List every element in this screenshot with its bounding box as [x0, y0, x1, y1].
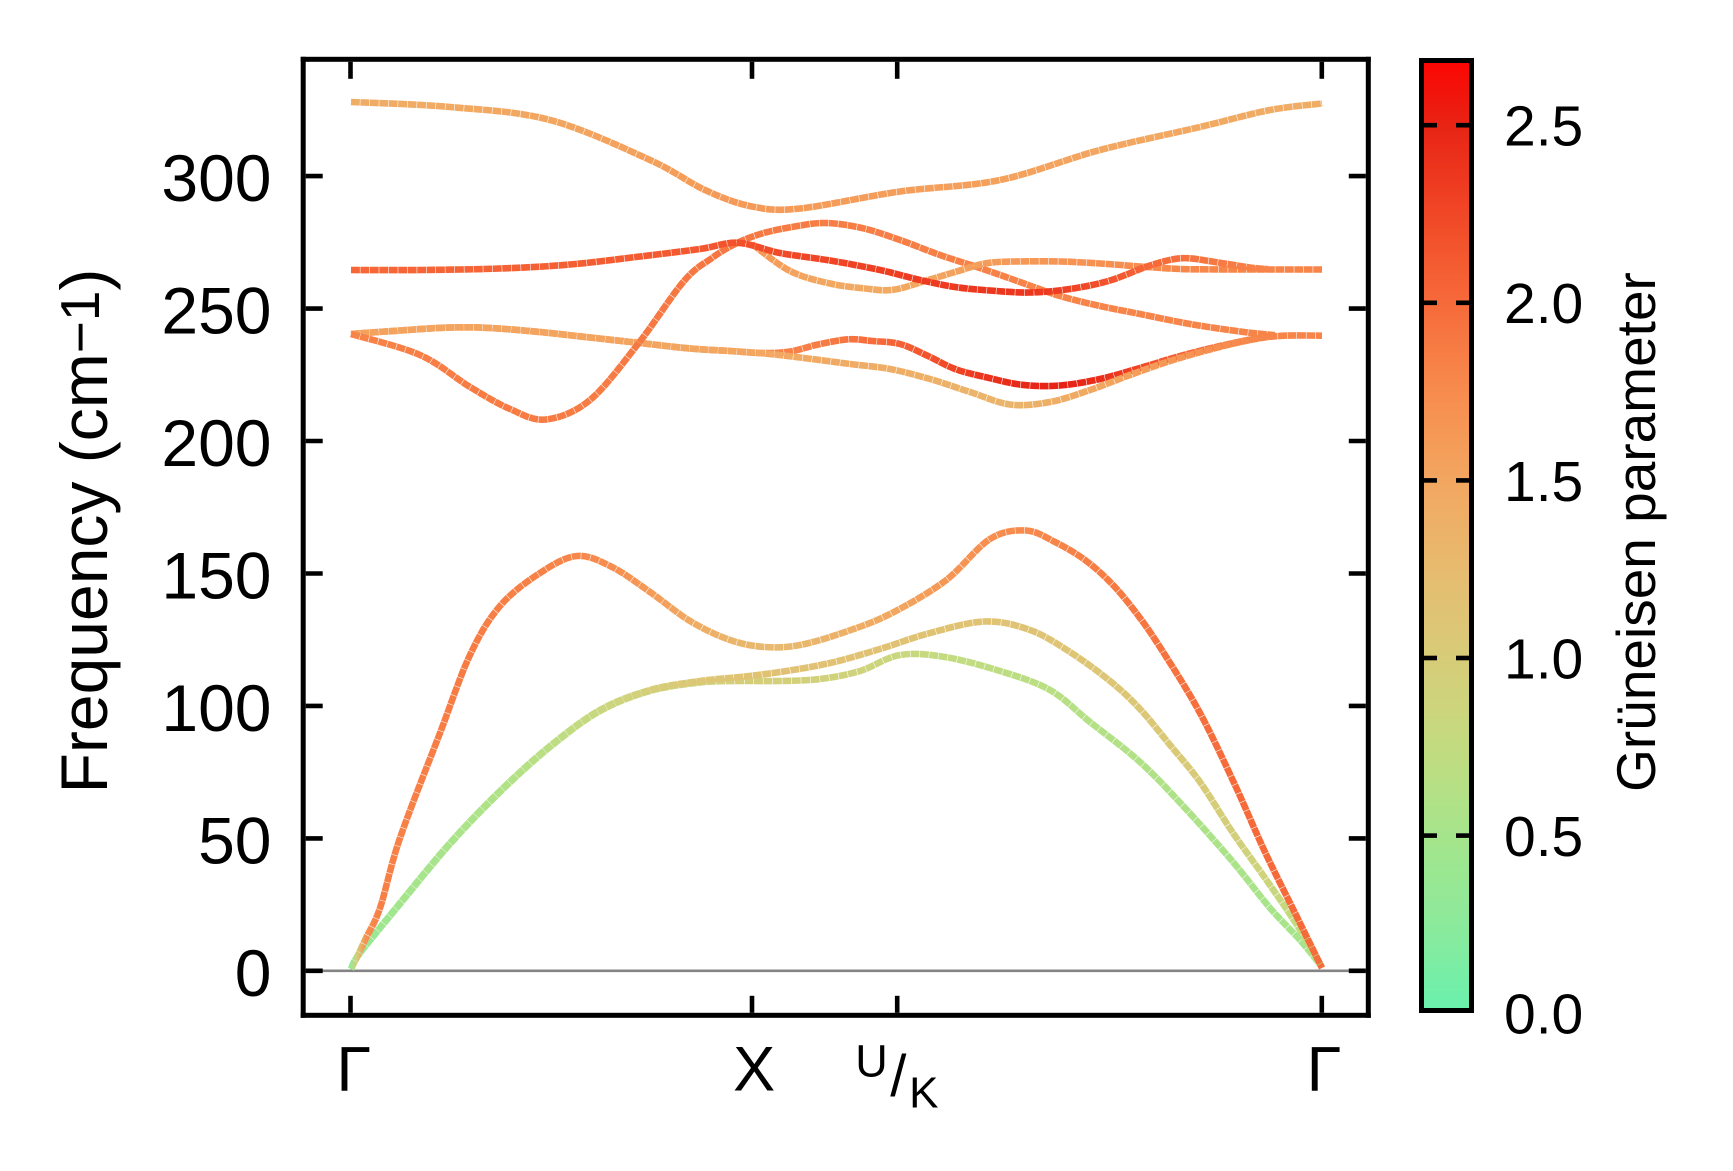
svg-text:/: /	[890, 1044, 907, 1109]
svg-text:Γ: Γ	[1307, 1035, 1342, 1105]
svg-text:0: 0	[235, 936, 272, 1010]
svg-text:K: K	[909, 1069, 938, 1118]
svg-text:300: 300	[161, 141, 271, 215]
svg-text:1.5: 1.5	[1504, 450, 1583, 514]
svg-text:Γ: Γ	[336, 1035, 371, 1105]
svg-text:250: 250	[161, 274, 271, 348]
svg-text:Grüneisen parameter: Grüneisen parameter	[1605, 272, 1667, 792]
svg-text:0.5: 0.5	[1504, 805, 1583, 869]
svg-text:2.0: 2.0	[1504, 272, 1583, 336]
svg-text:U: U	[855, 1036, 888, 1087]
svg-text:X: X	[733, 1035, 775, 1105]
svg-text:50: 50	[198, 804, 271, 878]
svg-text:2.5: 2.5	[1504, 95, 1583, 159]
svg-text:150: 150	[161, 539, 271, 613]
svg-text:100: 100	[161, 671, 271, 745]
svg-text:Frequency (cm−1): Frequency (cm−1)	[47, 269, 121, 794]
svg-text:200: 200	[161, 406, 271, 480]
svg-text:0.0: 0.0	[1504, 983, 1583, 1047]
svg-text:1.0: 1.0	[1504, 627, 1583, 691]
